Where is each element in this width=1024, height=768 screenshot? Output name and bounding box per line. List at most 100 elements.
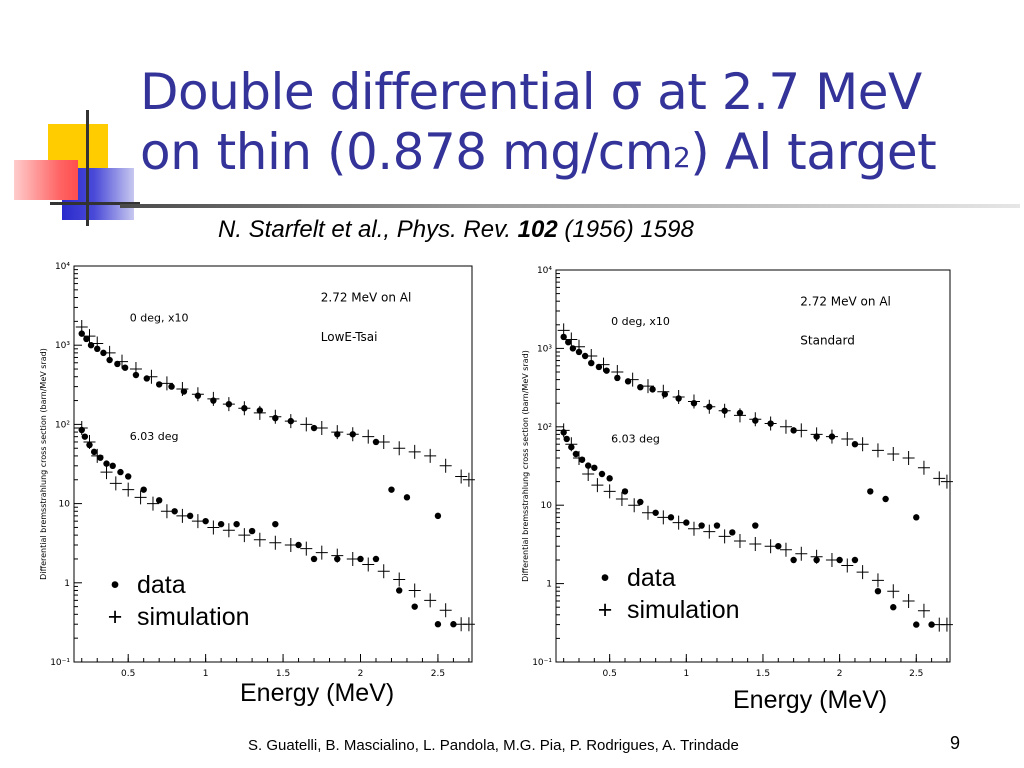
data-point [372, 555, 380, 563]
data-point [867, 488, 874, 495]
simulation-point [841, 431, 854, 446]
citation-rest: (1956) 1598 [564, 216, 694, 243]
data-point [928, 621, 935, 628]
simulation-point [176, 381, 189, 396]
simulation-point [795, 423, 808, 438]
simulation-point [603, 484, 616, 499]
data-point [117, 468, 124, 476]
citation-authors: N. Starfelt et al., Phys. Rev. [218, 216, 511, 243]
simulation-point [940, 617, 953, 632]
simulation-point [462, 472, 475, 487]
y-tick-label: 10⁴ [55, 262, 70, 272]
simulation-point [377, 434, 390, 449]
simulation-point [626, 372, 639, 387]
y-tick-label: 1 [546, 580, 552, 590]
simulation-point [91, 336, 104, 351]
x-axis-caption-left: Energy (MeV) [240, 679, 395, 707]
chart-lowe-tsai: 10⁻¹ 1 10 10² 10³ 10⁴ 0.5 1 1.5 2 2.5 Differential … [39, 262, 475, 678]
data-point [109, 462, 116, 470]
data-point [775, 542, 782, 550]
data-point [913, 621, 920, 628]
data-point [121, 364, 129, 371]
data-point [591, 464, 598, 471]
x-tick-label: 2.5 [431, 669, 445, 678]
simulation-point [641, 505, 654, 520]
data-point [563, 435, 570, 443]
x-tick-label: 1 [203, 669, 209, 678]
simulation-point [377, 564, 390, 579]
data-point [434, 621, 442, 628]
data-point [155, 497, 163, 504]
simulation-point [940, 474, 953, 489]
simulation-point [779, 542, 792, 557]
deco-horizontal-line [50, 202, 140, 205]
data-point [913, 514, 920, 521]
legend-sim-right: + simulation [590, 596, 740, 625]
simulation-point [902, 593, 915, 608]
data-point [729, 529, 736, 536]
data-point [403, 494, 411, 501]
simulation-point [591, 478, 604, 493]
simulation-point [146, 496, 159, 511]
simulation-point [733, 533, 746, 548]
deco-vertical-line [86, 110, 89, 226]
simulation-point [207, 520, 220, 535]
simulation-point [439, 458, 452, 473]
simulation-point [91, 448, 104, 463]
title-rule [120, 204, 1020, 208]
simulation-point [825, 552, 838, 567]
data-point [649, 386, 656, 393]
simulation-point [346, 551, 359, 566]
data-point [874, 587, 882, 595]
data-point [790, 556, 797, 564]
title-line-2b: ) Al target [690, 123, 937, 181]
simulation-point [362, 557, 375, 572]
data-point [598, 470, 606, 478]
data-point [595, 363, 603, 371]
annotation-energy: 2.72 MeV on Al [800, 294, 891, 308]
data-point [357, 555, 364, 563]
simulation-point [439, 603, 452, 618]
simulation-point [887, 584, 900, 599]
data-dot-icon: • [600, 564, 610, 592]
x-tick-label: 2 [837, 669, 843, 678]
x-tick-label: 0.5 [602, 669, 616, 678]
citation: N. Starfelt et al., Phys. Rev. 102 (1956… [218, 216, 694, 244]
chart-standard: 10⁻¹ 1 10 10² 10³ 10⁴ 0.5 1 1.5 2 2.5 Differential … [521, 266, 953, 678]
simulation-point [284, 538, 297, 553]
simulation-point [871, 573, 884, 588]
data-point [87, 342, 95, 349]
simulation-point [315, 421, 328, 436]
page-number: 9 [950, 733, 961, 753]
data-point [836, 556, 843, 564]
simulation-point [300, 541, 313, 556]
y-axis-label: Differential bremsstrahlung cross sectio… [521, 350, 530, 582]
simulation-point [718, 529, 731, 544]
simulation-point [103, 345, 116, 360]
simulation-point [557, 423, 570, 438]
data-point [683, 519, 690, 526]
data-point [621, 488, 629, 495]
simulation-point [749, 412, 762, 427]
title-superscript: 2 [672, 141, 691, 174]
data-point [790, 427, 797, 434]
annotation-6deg: 6.03 deg [130, 430, 179, 443]
data-point [652, 509, 659, 516]
data-point [125, 473, 132, 480]
data-point [698, 522, 705, 529]
y-tick-label: 10⁴ [537, 266, 552, 276]
simulation-point [672, 389, 685, 404]
simulation-point [628, 498, 641, 513]
y-tick-label: 10 [541, 501, 553, 511]
simulation-point [269, 535, 282, 550]
simulation-point [933, 471, 946, 486]
y-tick-label: 10⁻¹ [50, 658, 70, 668]
footer-authors: S. Guatelli, B. Mascialino, L. Pandola, … [248, 737, 739, 754]
simulation-point [315, 545, 328, 560]
simulation-point [408, 444, 421, 459]
simulation-point [129, 362, 142, 377]
simulation-point [160, 504, 173, 519]
data-point [310, 424, 318, 432]
simulation-point [83, 329, 96, 344]
x-tick-label: 0.5 [121, 669, 135, 678]
